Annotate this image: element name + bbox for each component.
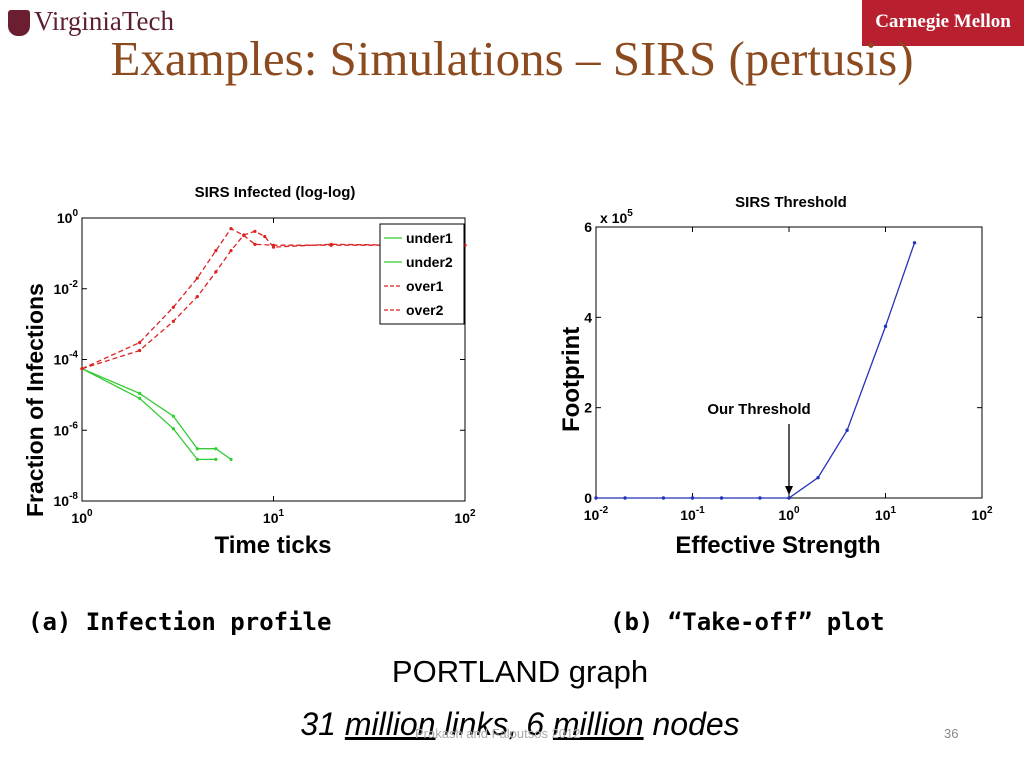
chart-threshold-point	[594, 496, 598, 500]
chart-threshold-annotation-label: Our Threshold	[707, 401, 810, 418]
chart-threshold-xtick-label: 100	[778, 505, 800, 523]
chart-threshold-xlabel: Effective Strength	[675, 532, 881, 559]
chart-infected-xtick-label: 102	[454, 508, 476, 526]
chart-threshold-point	[816, 475, 820, 480]
chart-infected-xtick-label: 101	[263, 508, 285, 526]
chart-threshold-point	[845, 428, 849, 432]
carnegie-mellon-logo-text: Carnegie Mellon	[875, 11, 1011, 32]
chart-threshold-point	[719, 496, 724, 500]
chart-infected-point-over2	[229, 248, 233, 253]
graph-name: PORTLAND graph	[391, 654, 649, 689]
chart-infected-legend-label: over1	[406, 278, 444, 294]
chart-infected-point-over1	[138, 341, 142, 345]
chart-infected-point-over1	[195, 276, 199, 280]
chart-threshold-point	[661, 496, 666, 500]
chart-infected-legend-label: over2	[406, 302, 444, 318]
chart-threshold-point	[912, 241, 917, 245]
chart-threshold-ytick-label: 2	[584, 400, 592, 416]
chart-infected-series-over1	[81, 227, 465, 370]
chart-infected-point-over2	[214, 270, 218, 274]
chart-infected-point-over2	[329, 242, 333, 246]
graph-size: 31 million links, 6 million nodes	[0, 706, 1024, 743]
chart-infected-ytick-label: 100	[57, 208, 79, 226]
graph-size-part-underlined: million	[344, 706, 436, 742]
chart-infected-point-over2	[242, 233, 246, 237]
chart-infected-point-over1	[253, 242, 257, 246]
chart-threshold-ytick-label: 6	[584, 219, 592, 235]
chart-threshold-xtick-label: 102	[971, 505, 993, 523]
chart-threshold-ytick-label: 4	[584, 309, 592, 325]
chart-threshold-point	[623, 496, 627, 500]
chart-threshold-point	[883, 324, 888, 329]
chart-infected-point-over2	[138, 348, 142, 353]
chart-infected-point-over2	[195, 294, 199, 299]
chart-threshold-xtick-label: 10-1	[680, 505, 705, 523]
chart-infected-ytick-label: 10-4	[54, 350, 79, 368]
chart-infected-point-over2	[253, 229, 257, 233]
chart-threshold-ytick-label: 0	[584, 490, 592, 506]
page-number: 36	[944, 726, 959, 741]
chart-infected-legend-label: under2	[406, 254, 453, 270]
chart-threshold-xtick-label: 101	[875, 505, 897, 523]
virginia-tech-logo-text: VirginiaTech	[34, 6, 174, 36]
carnegie-mellon-logo: Carnegie Mellon	[862, 0, 1024, 46]
graph-size-part: nodes	[643, 706, 740, 742]
chart-infected-point-over1	[171, 305, 175, 309]
chart-infected-point-over1	[229, 227, 233, 231]
chart-infected-ytick-label: 10-2	[54, 279, 79, 297]
chart-infected-point-under1	[195, 457, 199, 461]
chart-infected-point-under2	[171, 414, 175, 418]
chart-infected: 100 101 102 10-8 10-6 10-4 10-2 100 under1 under2…	[54, 208, 476, 526]
graph-size-part: links, 6	[435, 706, 553, 742]
chart-infected-point-under2	[214, 447, 218, 451]
caption-b: (b) “Take-off” plot	[610, 608, 885, 636]
chart-infected-title: SIRS Infected (log-log)	[194, 184, 356, 201]
graph-size-part-underlined: million	[552, 706, 644, 742]
chart-infected-legend	[379, 223, 465, 325]
chart-infected-series-under2	[81, 368, 232, 460]
chart-threshold-title: SIRS Threshold	[735, 194, 847, 211]
virginia-tech-logo: VirginiaTech	[4, 4, 194, 38]
slide-title: Examples: Simulations – SIRS (pertusis)	[110, 31, 914, 86]
chart-threshold-series	[596, 242, 916, 499]
chart-threshold-annotation-arrowhead	[785, 486, 793, 495]
chart-infected-legend-label: under1	[406, 230, 453, 246]
chart-infected-point-over2	[171, 319, 175, 323]
footer-text: Prakash and Faloutsos 2012	[415, 726, 581, 741]
chart-threshold-point	[787, 496, 791, 500]
chart-infected-point-under1	[171, 427, 175, 431]
caption-a: (a) Infection profile	[28, 608, 332, 636]
chart-threshold-xtick-label: 10-2	[584, 505, 609, 523]
chart-threshold: 10-2 10-1 100 101 102 0 2 4 6 x 105 Our Threshold	[584, 208, 993, 523]
virginia-tech-seal-icon	[8, 10, 30, 36]
chart-threshold-point	[690, 496, 695, 500]
chart-infected-point-over2	[80, 367, 84, 371]
chart-infected-point-under2	[195, 447, 199, 451]
chart-infected-point-over2	[263, 234, 267, 239]
chart-infected-point-over2	[271, 245, 276, 249]
chart-infected-point-under2	[229, 457, 233, 461]
graph-size-part: 31	[300, 706, 345, 742]
chart-infected-point-under1	[138, 396, 142, 400]
chart-infected-ytick-label: 10-8	[54, 491, 79, 509]
chart-threshold-point	[758, 496, 762, 500]
chart-infected-point-over1	[214, 248, 218, 253]
chart-infected-point-under2	[138, 391, 142, 396]
chart-infected-ytick-label: 10-6	[54, 420, 79, 438]
chart-infected-xtick-label: 100	[71, 508, 93, 526]
chart-infected-xlabel: Time ticks	[214, 532, 332, 559]
chart-infected-point-under1	[214, 457, 218, 461]
chart-threshold-multiplier: x 105	[600, 208, 633, 226]
